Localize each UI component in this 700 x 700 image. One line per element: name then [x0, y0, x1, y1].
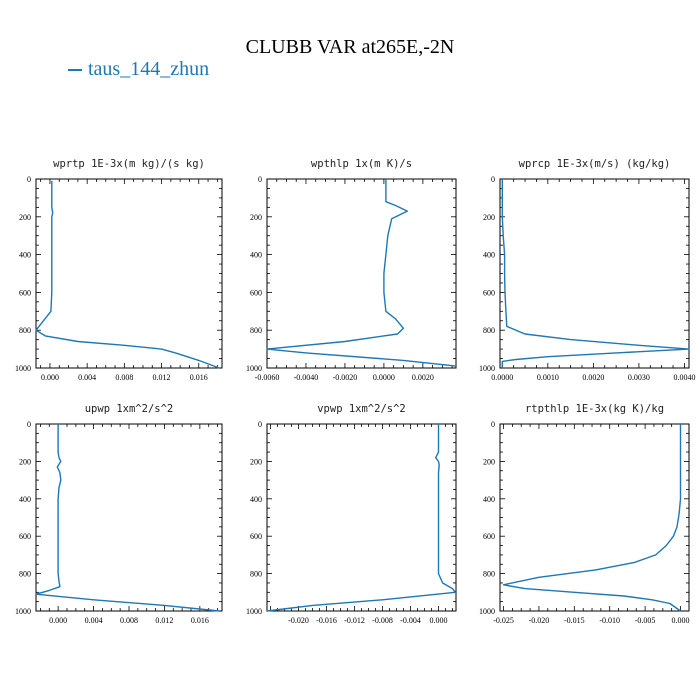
x-tick-label: 0.0040: [673, 373, 695, 382]
legend-label: taus_144_zhun: [88, 58, 210, 80]
y-tick-label: 400: [250, 251, 262, 260]
y-tick-label: 400: [250, 495, 262, 504]
series-line: [501, 179, 690, 368]
panel-title: rtpthlp 1E-3x(kg K)/kg: [525, 403, 664, 415]
x-tick-label: 0.012: [155, 616, 173, 625]
x-tick-label: -0.0060: [255, 373, 280, 382]
panel-6: rtpthlp 1E-3x(kg K)/kg02004006008001000-…: [479, 403, 690, 625]
y-tick-label: 200: [250, 213, 262, 222]
y-tick-label: 400: [19, 251, 31, 260]
y-tick-label: 800: [250, 326, 262, 335]
y-tick-label: 1000: [246, 607, 262, 616]
x-tick-label: 0.016: [190, 373, 208, 382]
y-tick-label: 200: [19, 213, 31, 222]
x-tick-label: 0.004: [85, 616, 103, 625]
y-tick-label: 600: [483, 532, 495, 541]
x-tick-label: 0.016: [191, 616, 209, 625]
y-tick-label: 1000: [479, 607, 495, 616]
x-tick-label: -0.008: [372, 616, 393, 625]
x-tick-label: 0.0020: [582, 373, 604, 382]
x-tick-label: -0.004: [400, 616, 421, 625]
x-tick-label: 0.000: [41, 373, 59, 382]
series-line: [35, 180, 220, 369]
series-line: [502, 424, 682, 612]
y-tick-label: 400: [19, 495, 31, 504]
panel-5: vpwp 1xm^2/s^2 0 200 400 600 800 1000 -0.020 -0.…: [246, 403, 457, 625]
x-tick-label: 0.012: [153, 373, 171, 382]
y-tick-label: 600: [250, 532, 262, 541]
y-tick-label: 400: [483, 495, 495, 504]
y-tick-label: 0: [27, 175, 31, 184]
x-tick-label: -0.0020: [333, 373, 358, 382]
y-tick-label: 800: [250, 570, 262, 579]
y-tick-label: 600: [19, 288, 31, 297]
panel-3: wprcp 1E-3x(m/s) (kg/kg) 0 200 400 600 800 100…: [479, 158, 695, 382]
panel-title: wpthlp 1x(m K)/s: [311, 158, 412, 170]
panel-title: wprtp 1E-3x(m kg)/(s kg): [53, 158, 205, 170]
y-tick-label: 0: [258, 420, 262, 429]
y-tick-label: 600: [250, 288, 262, 297]
y-tick-label: 0: [27, 420, 31, 429]
plot-frame: [499, 423, 690, 612]
y-tick-label: 800: [19, 326, 31, 335]
x-tick-label: 0.008: [115, 373, 133, 382]
y-tick-label: 200: [19, 457, 31, 466]
y-tick-label: 800: [483, 326, 495, 335]
panel-title: wprcp 1E-3x(m/s) (kg/kg): [519, 158, 671, 170]
x-tick-label: 0.0030: [628, 373, 650, 382]
x-tick-label: 0.000: [430, 616, 448, 625]
series-line: [35, 424, 220, 612]
plot-frame: [266, 423, 457, 612]
x-tick-label: -0.012: [344, 616, 365, 625]
y-tick-label: 800: [483, 570, 495, 579]
plot-frame: [499, 178, 690, 369]
x-tick-label: -0.010: [599, 616, 620, 625]
x-tick-label: 0.0000: [491, 373, 513, 382]
y-tick-label: 600: [483, 288, 495, 297]
x-tick-label: -0.025: [493, 616, 514, 625]
y-tick-label: 200: [250, 457, 262, 466]
y-tick-label: 1000: [246, 364, 262, 373]
y-tick-label: 800: [19, 570, 31, 579]
plot-frame: [35, 423, 223, 612]
y-tick-label: 0: [491, 420, 495, 429]
y-tick-label: 1000: [15, 364, 31, 373]
panel-title: upwp 1xm^2/s^2: [85, 403, 174, 415]
panel-title: vpwp 1xm^2/s^2: [317, 403, 406, 415]
y-tick-label: 400: [483, 251, 495, 260]
y-tick-label: 1000: [15, 607, 31, 616]
x-tick-label: 0.000: [672, 616, 690, 625]
x-tick-label: 0.0010: [537, 373, 559, 382]
x-tick-label: -0.015: [564, 616, 585, 625]
x-tick-label: 0.000: [49, 616, 67, 625]
figure-title: CLUBB VAR at265E,-2N: [245, 36, 455, 58]
y-tick-label: 600: [19, 532, 31, 541]
panel-2: wpthlp 1x(m K)/s 0 200 400 600 800 1000-0.0060…: [246, 158, 457, 382]
y-tick-label: 200: [483, 213, 495, 222]
x-tick-label: 0.0020: [412, 373, 434, 382]
legend-line-swatch: [68, 69, 82, 72]
x-tick-label: 0.008: [120, 616, 138, 625]
y-tick-label: 0: [258, 175, 262, 184]
series-line: [266, 179, 457, 367]
x-tick-label: -0.020: [288, 616, 309, 625]
x-tick-label: -0.0040: [294, 373, 319, 382]
y-tick-label: 1000: [479, 364, 495, 373]
y-tick-label: 0: [491, 175, 495, 184]
x-tick-label: -0.020: [529, 616, 550, 625]
panel-4: upwp 1xm^2/s^2 0 200 400 600 800 1000 0.000 0.00…: [15, 403, 223, 625]
legend: taus_144_zhun: [68, 58, 209, 81]
x-tick-label: -0.005: [635, 616, 656, 625]
panel-1: wprtp 1E-3x(m kg)/(s kg) 0 200 400 600 800 100…: [15, 158, 223, 382]
series-line: [266, 424, 456, 612]
x-tick-label: -0.016: [316, 616, 337, 625]
x-tick-label: 0.0000: [373, 373, 395, 382]
x-tick-label: 0.004: [78, 373, 96, 382]
y-tick-label: 200: [483, 457, 495, 466]
